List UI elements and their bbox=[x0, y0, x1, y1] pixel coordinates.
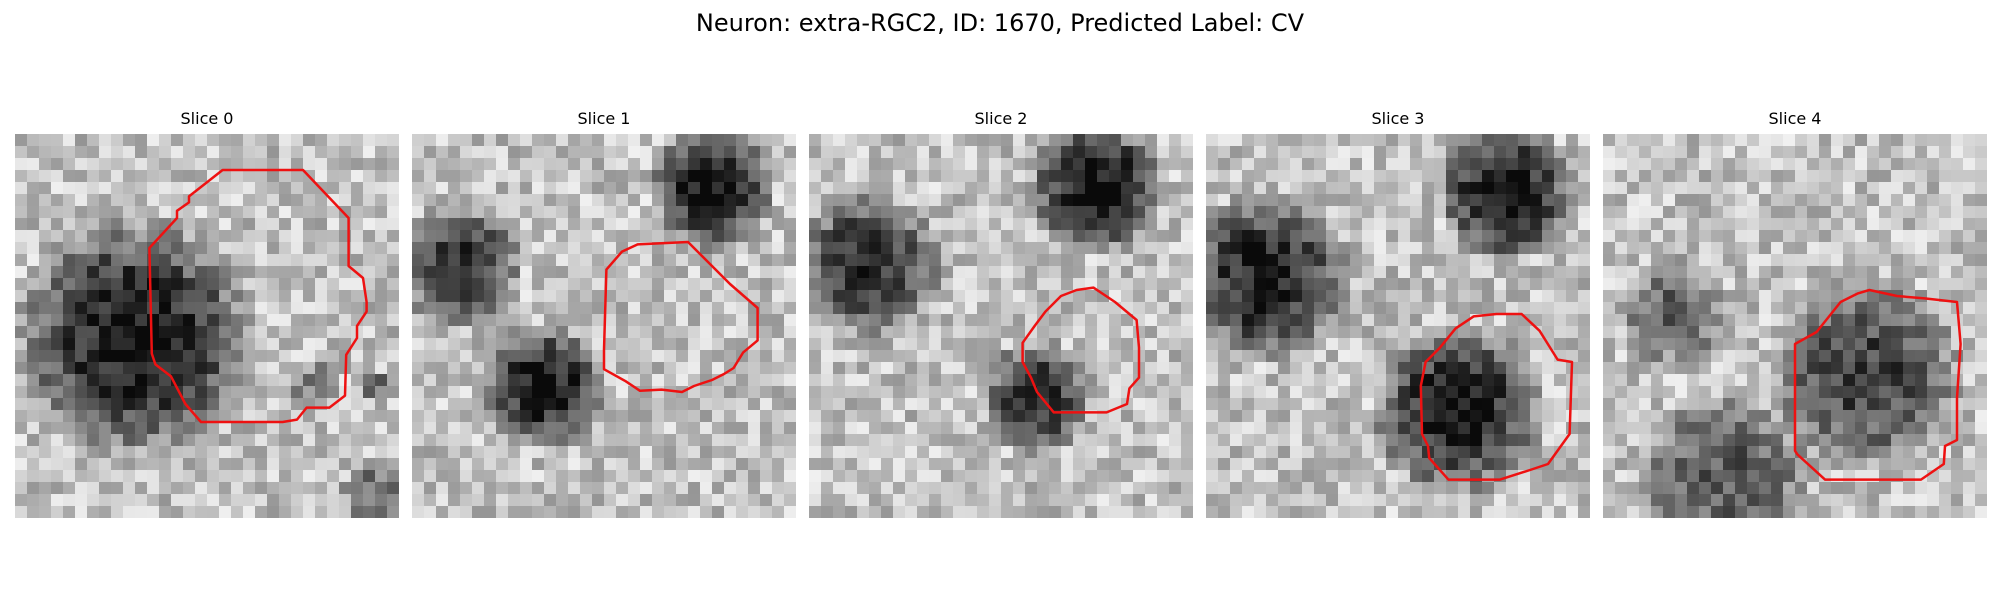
slice-image bbox=[1603, 134, 1987, 518]
slice-title: Slice 4 bbox=[1768, 109, 1822, 128]
slice-panel: Slice 4 bbox=[1603, 108, 1987, 518]
segmentation-contour bbox=[148, 168, 368, 424]
slice-panel: Slice 1 bbox=[412, 108, 796, 518]
slice-image bbox=[412, 134, 796, 518]
segmentation-contour bbox=[1793, 288, 1962, 481]
slice-title: Slice 3 bbox=[1371, 109, 1425, 128]
slice-title: Slice 1 bbox=[577, 109, 631, 128]
segmentation-contour bbox=[1021, 286, 1141, 414]
slice-title: Slice 0 bbox=[180, 109, 234, 128]
segmentation-contour bbox=[602, 240, 759, 394]
slice-panel: Slice 3 bbox=[1206, 108, 1590, 518]
slice-title: Slice 2 bbox=[974, 109, 1028, 128]
segmentation-contour bbox=[1419, 312, 1574, 481]
slice-panel: Slice 0 bbox=[15, 108, 399, 518]
slice-panel: Slice 2 bbox=[809, 108, 1193, 518]
slice-image bbox=[809, 134, 1193, 518]
figure-title: Neuron: extra-RGC2, ID: 1670, Predicted … bbox=[695, 9, 1305, 37]
slice-image bbox=[15, 134, 399, 518]
slice-image bbox=[1206, 134, 1590, 518]
